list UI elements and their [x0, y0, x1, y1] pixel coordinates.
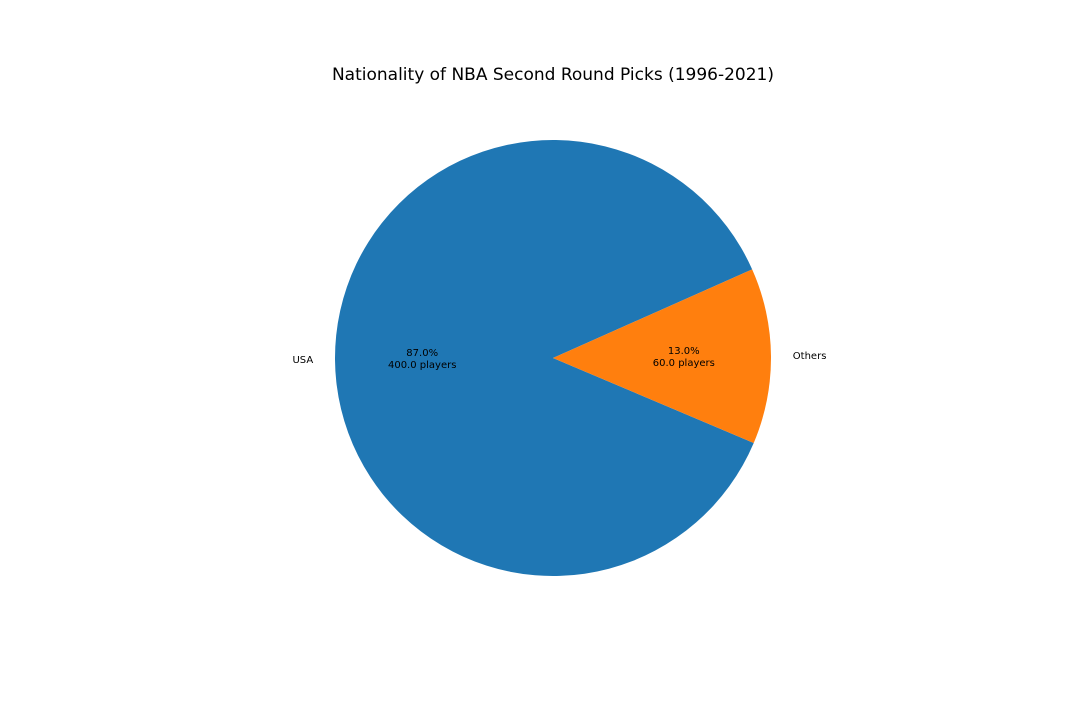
- slice-count-others: 60.0 players: [653, 358, 715, 369]
- pie-slice-usa: [334, 139, 754, 576]
- slice-label-others: Others: [793, 351, 827, 362]
- slice-count-usa: 400.0 players: [388, 360, 456, 371]
- pie-slices: [334, 139, 771, 576]
- slice-percent-usa: 87.0%: [406, 348, 438, 359]
- chart-title: Nationality of NBA Second Round Picks (1…: [332, 65, 774, 85]
- pie-labels: USA 87.0%400.0 players Others 13.0%60.0 pla…: [292, 346, 826, 371]
- slice-label-usa: USA: [292, 355, 313, 366]
- slice-percent-others: 13.0%: [668, 346, 700, 357]
- pie-slice-others: [553, 269, 771, 444]
